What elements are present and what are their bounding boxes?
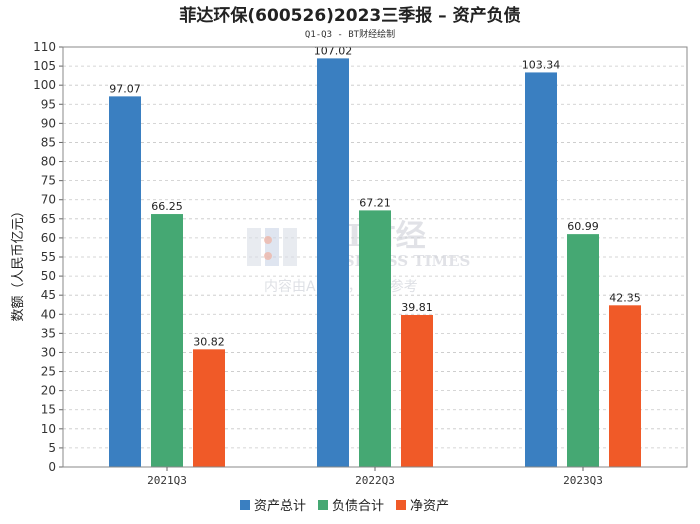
y-tick-label: 5 bbox=[48, 441, 56, 455]
legend-swatch bbox=[396, 500, 406, 510]
bar bbox=[109, 96, 141, 467]
y-axis-label: 数额（人民币亿元） bbox=[11, 204, 26, 321]
watermark-logo-bar bbox=[283, 228, 297, 266]
data-label: 67.21 bbox=[359, 196, 391, 209]
bar bbox=[317, 58, 349, 467]
y-tick-label: 85 bbox=[41, 135, 56, 149]
data-label: 103.34 bbox=[522, 58, 561, 71]
bar bbox=[525, 72, 557, 467]
data-label: 97.07 bbox=[109, 82, 141, 95]
legend-label: 净资产 bbox=[410, 499, 449, 514]
y-tick-label: 35 bbox=[41, 326, 56, 340]
y-tick-label: 60 bbox=[41, 231, 56, 245]
x-tick-label: 2023Q3 bbox=[563, 474, 603, 487]
y-tick-label: 65 bbox=[41, 212, 56, 226]
watermark-logo-dot bbox=[264, 236, 272, 244]
legend-label: 资产总计 bbox=[254, 499, 306, 514]
data-label: 107.02 bbox=[314, 44, 353, 57]
y-tick-label: 20 bbox=[41, 384, 56, 398]
data-label: 30.82 bbox=[193, 335, 225, 348]
y-tick-label: 95 bbox=[41, 97, 56, 111]
y-tick-label: 30 bbox=[41, 345, 56, 359]
data-label: 42.35 bbox=[609, 291, 641, 304]
y-tick-label: 100 bbox=[33, 78, 56, 92]
y-tick-label: 40 bbox=[41, 307, 56, 321]
bar bbox=[567, 234, 599, 467]
y-tick-label: 50 bbox=[41, 269, 56, 283]
legend-swatch bbox=[240, 500, 250, 510]
bar bbox=[401, 315, 433, 467]
legend: 资产总计 负债合计 净资产 bbox=[240, 499, 449, 514]
legend-swatch bbox=[318, 500, 328, 510]
y-tick-label: 55 bbox=[41, 250, 56, 264]
y-tick-label: 110 bbox=[33, 40, 56, 54]
watermark-logo-bar bbox=[265, 228, 279, 266]
chart-canvas: 菲达环保(600526)2023三季报 – 资产负债 Q1-Q3 - BT财经绘… bbox=[0, 0, 700, 524]
bar bbox=[609, 305, 641, 467]
y-tick-label: 15 bbox=[41, 403, 56, 417]
watermark-logo-dot bbox=[264, 252, 272, 260]
x-tick-label: 2022Q3 bbox=[355, 474, 395, 487]
watermark-logo-bar bbox=[247, 228, 261, 266]
y-tick-label: 0 bbox=[48, 460, 56, 474]
x-tick-label: 2021Q3 bbox=[147, 474, 187, 487]
y-tick-label: 90 bbox=[41, 116, 56, 130]
data-label: 60.99 bbox=[567, 220, 599, 233]
data-label: 66.25 bbox=[151, 200, 183, 213]
y-tick-label: 70 bbox=[41, 193, 56, 207]
bar bbox=[151, 214, 183, 467]
y-tick-label: 45 bbox=[41, 288, 56, 302]
data-label: 39.81 bbox=[401, 301, 433, 314]
legend-label: 负债合计 bbox=[332, 499, 384, 514]
y-tick-label: 80 bbox=[41, 155, 56, 169]
chart-subtitle: Q1-Q3 - BT财经绘制 bbox=[305, 28, 395, 40]
y-tick-label: 10 bbox=[41, 422, 56, 436]
bar bbox=[359, 210, 391, 467]
bar bbox=[193, 349, 225, 467]
y-tick-label: 25 bbox=[41, 365, 56, 379]
chart-title: 菲达环保(600526)2023三季报 – 资产负债 bbox=[179, 5, 520, 26]
y-tick-label: 75 bbox=[41, 174, 56, 188]
y-tick-label: 105 bbox=[33, 59, 56, 73]
